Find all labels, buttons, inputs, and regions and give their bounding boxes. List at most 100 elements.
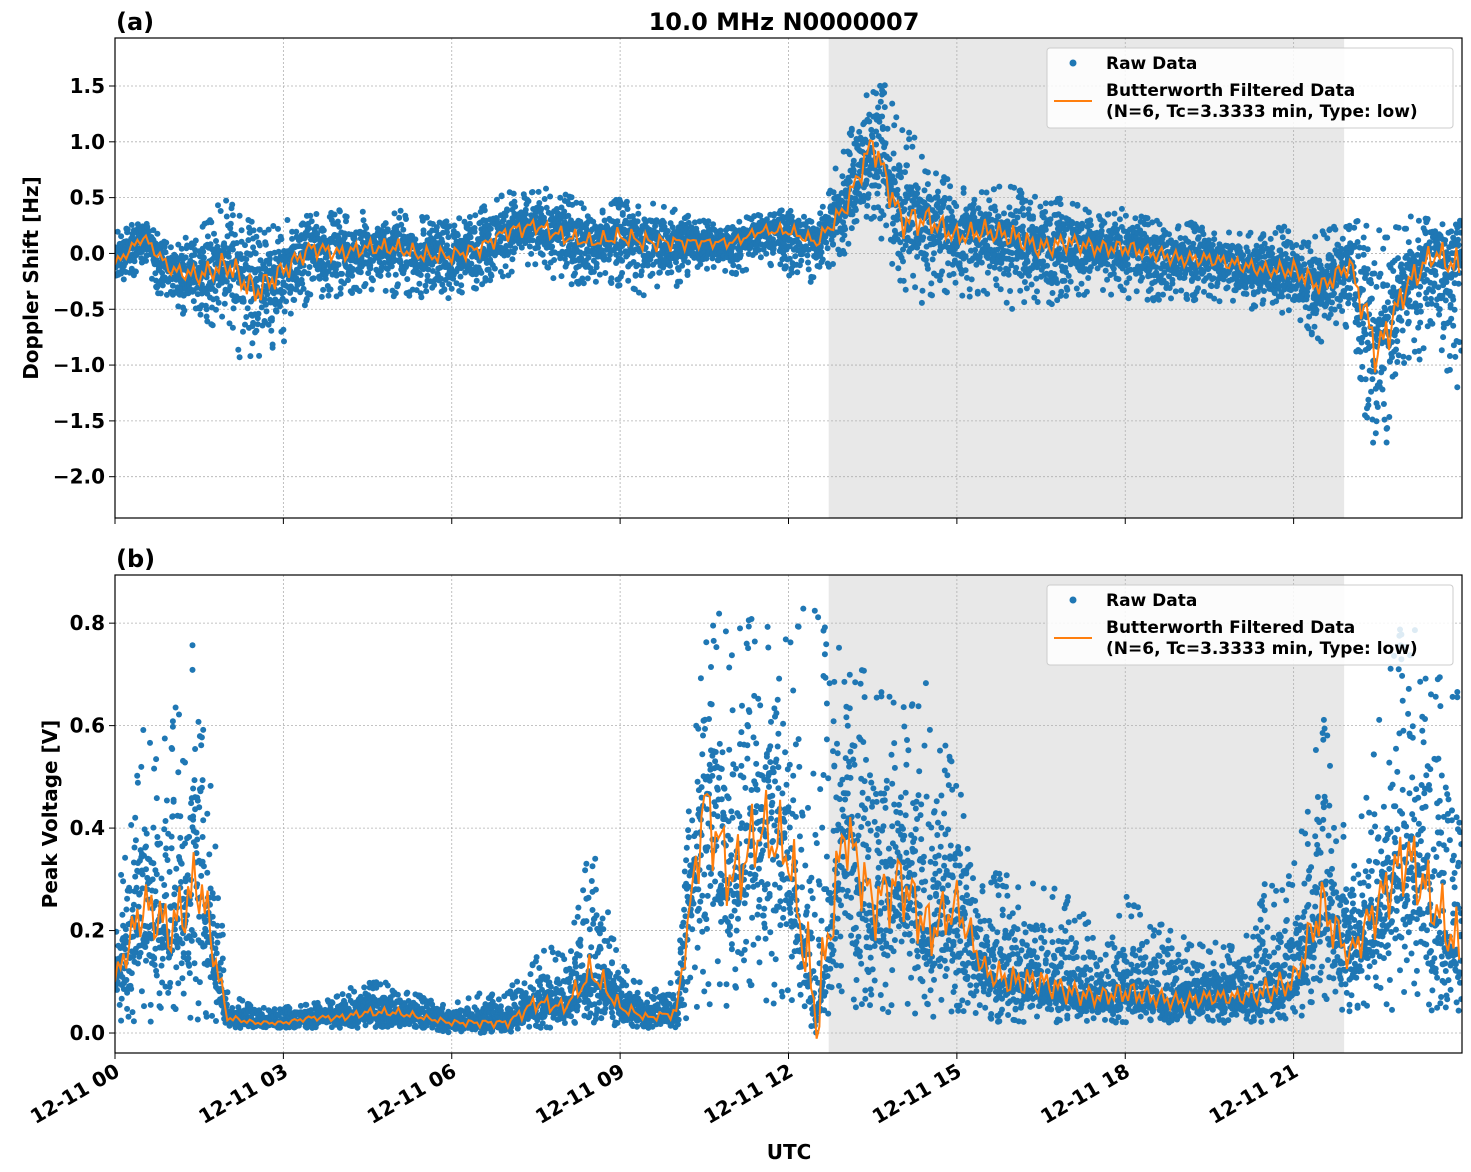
raw-data-point <box>599 207 606 214</box>
raw-data-point <box>1169 280 1176 287</box>
raw-data-point <box>879 113 886 120</box>
raw-data-point <box>685 259 692 266</box>
raw-data-point <box>914 190 921 197</box>
raw-data-point <box>336 208 343 215</box>
raw-data-point <box>818 249 825 256</box>
raw-data-point <box>316 275 323 282</box>
raw-data-point <box>518 244 525 251</box>
raw-data-point <box>652 223 659 230</box>
raw-data-point <box>277 303 283 310</box>
raw-data-point <box>830 241 836 247</box>
raw-data-point <box>154 230 161 237</box>
raw-data-point <box>502 263 509 270</box>
raw-data-point <box>466 214 473 220</box>
raw-data-point <box>660 219 667 226</box>
raw-data-point <box>1018 190 1025 197</box>
raw-data-point <box>875 104 882 111</box>
raw-data-point <box>924 181 931 188</box>
raw-data-point <box>593 264 600 271</box>
raw-data-point <box>223 213 230 220</box>
raw-data-point <box>817 244 824 251</box>
raw-data-point <box>545 264 552 271</box>
raw-data-point <box>313 211 320 217</box>
raw-data-point <box>244 305 251 312</box>
raw-data-point <box>823 239 830 246</box>
raw-data-point <box>212 288 219 294</box>
raw-data-point <box>213 306 219 313</box>
raw-data-point <box>365 270 372 277</box>
raw-data-point <box>697 261 704 268</box>
raw-data-point <box>1056 195 1063 202</box>
raw-data-point <box>1125 295 1132 302</box>
raw-data-point <box>1192 296 1199 303</box>
raw-data-point <box>229 324 236 331</box>
raw-data-point <box>1024 258 1031 265</box>
raw-data-point <box>733 271 739 277</box>
raw-data-point <box>944 176 951 183</box>
raw-data-point <box>757 254 764 261</box>
panel-label-b: (b) <box>116 545 155 573</box>
raw-data-point <box>529 189 536 195</box>
raw-data-point <box>417 272 424 278</box>
raw-data-point <box>596 271 603 278</box>
raw-data-point <box>730 244 737 251</box>
y-tick-label: 1.0 <box>70 130 105 154</box>
raw-data-point <box>305 270 312 277</box>
raw-data-point <box>874 190 881 197</box>
raw-data-point <box>318 293 325 300</box>
raw-data-point <box>667 262 673 269</box>
raw-data-point <box>685 219 692 226</box>
raw-data-point <box>635 203 642 210</box>
raw-data-point <box>301 235 308 242</box>
raw-data-point <box>253 233 260 240</box>
raw-data-point <box>1132 215 1139 222</box>
raw-data-point <box>445 295 452 302</box>
chart-title: 10.0 MHz N0000007 <box>649 8 920 36</box>
raw-data-point <box>910 272 917 279</box>
raw-data-point <box>543 204 550 211</box>
raw-data-point <box>536 200 543 206</box>
raw-data-point <box>1042 226 1049 233</box>
raw-data-point <box>1025 206 1032 213</box>
raw-data-point <box>590 268 597 275</box>
raw-data-point <box>1006 204 1013 211</box>
raw-data-point <box>392 290 399 297</box>
raw-data-point <box>971 196 978 203</box>
raw-data-point <box>541 259 548 266</box>
raw-data-point <box>891 122 898 129</box>
raw-data-point <box>763 216 770 223</box>
raw-data-point <box>1156 221 1163 228</box>
raw-data-point <box>444 242 450 249</box>
raw-data-point <box>226 320 233 327</box>
raw-data-point <box>481 207 488 214</box>
raw-data-point <box>1027 199 1034 206</box>
raw-data-point <box>722 267 729 274</box>
raw-data-point <box>190 298 197 305</box>
raw-data-point <box>605 256 612 263</box>
raw-data-point <box>457 273 464 280</box>
raw-data-point <box>901 206 908 213</box>
raw-data-point <box>349 290 356 296</box>
raw-data-point <box>1042 200 1049 207</box>
raw-data-point <box>984 290 991 297</box>
raw-data-point <box>261 229 268 236</box>
raw-data-point <box>880 212 887 218</box>
raw-data-point <box>556 221 563 228</box>
raw-data-point <box>884 125 891 132</box>
raw-data-point <box>819 203 826 210</box>
raw-data-point <box>553 206 560 212</box>
raw-data-point <box>382 220 389 227</box>
raw-data-point <box>877 98 884 105</box>
raw-data-point <box>763 250 770 257</box>
raw-data-point <box>1064 286 1071 293</box>
raw-data-point <box>808 218 815 225</box>
raw-data-point <box>265 321 272 328</box>
raw-data-point <box>873 90 880 97</box>
raw-data-point <box>866 118 873 125</box>
raw-data-point <box>385 271 392 278</box>
raw-data-point <box>996 183 1003 190</box>
raw-data-point <box>487 277 494 284</box>
raw-data-point <box>491 265 498 272</box>
raw-data-point <box>1147 286 1154 293</box>
raw-data-point <box>192 237 199 244</box>
